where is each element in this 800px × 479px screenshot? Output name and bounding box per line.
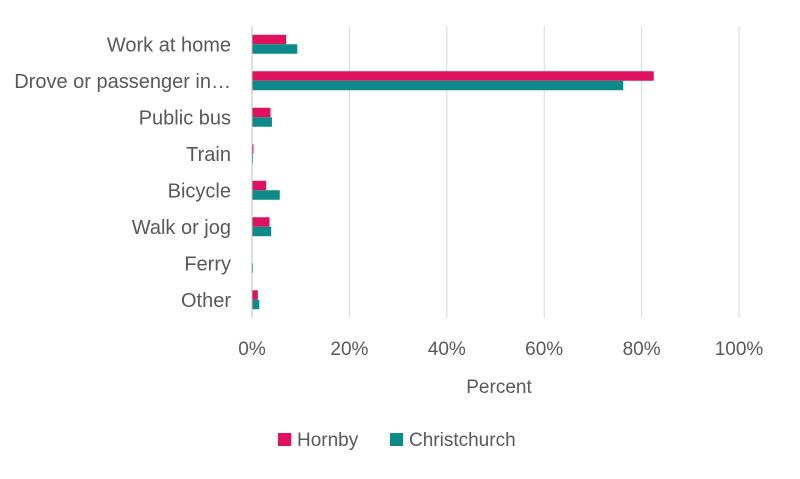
legend-swatch-hornby [278,433,291,446]
bar-christchurch-5 [252,226,271,237]
bar-christchurch-0 [252,44,298,54]
x-tick-label: 100% [715,339,764,360]
bar-christchurch-2 [252,117,272,127]
bar-christchurch-1 [252,80,624,91]
category-label: Ferry [184,253,231,275]
category-label: Bicycle [168,180,231,202]
legend-label-christchurch: Christchurch [409,430,516,451]
x-tick-label: 60% [525,339,563,360]
category-label: Other [181,290,231,312]
bar-christchurch-7 [252,299,260,310]
category-label: Walk or jog [132,217,231,239]
legend-label-hornby: Hornby [297,430,359,451]
bar-hornby-7 [252,290,258,300]
category-labels: Work at home Drove or passenger in… Public… [14,34,231,312]
gridlines [348,26,740,318]
category-label: Public bus [139,107,231,129]
legend-swatch-christchurch [390,433,403,446]
category-label: Work at home [107,34,231,56]
tick-labels: 0% 20% 40% 60% 80% 100% [238,339,763,360]
x-tick-label: 0% [238,339,266,360]
x-axis-title: Percent [466,377,532,398]
bar-hornby-0 [252,34,287,45]
x-tick-label: 20% [330,339,368,360]
bar-christchurch-4 [252,190,280,200]
bar-hornby-1 [252,71,654,81]
bar-hornby-5 [252,217,270,227]
legend: Hornby Christchurch [278,430,516,451]
bar-hornby-3 [252,144,254,154]
category-label: Drove or passenger in… [14,71,231,93]
x-tick-label: 40% [428,339,466,360]
bar-hornby-2 [252,107,271,118]
category-label: Train [186,144,231,166]
bars [252,34,654,310]
x-tick-label: 80% [623,339,661,360]
bar-hornby-4 [252,180,267,191]
